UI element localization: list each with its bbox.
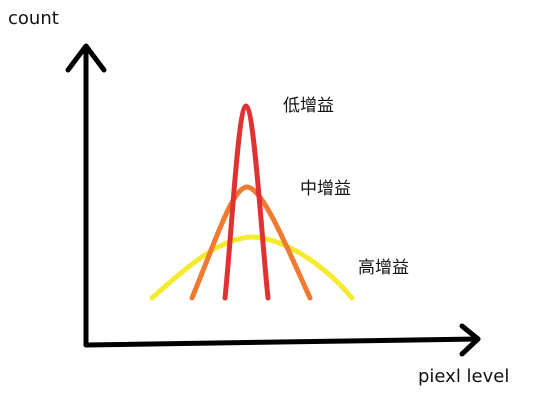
curves [149, 103, 355, 301]
x-axis-line [83, 336, 481, 348]
mid-gain-curve [189, 184, 313, 301]
low-gain-label: 低增益 [283, 96, 334, 116]
low-gain-curve [222, 103, 271, 301]
x-axis-label: piexl level [418, 366, 509, 387]
high-gain-curve [149, 234, 355, 301]
x-axis-arrowhead [459, 323, 481, 357]
mid-gain-label: 中增益 [300, 179, 351, 199]
y-axis-label: count [8, 8, 59, 29]
y-axis-arrowhead [65, 43, 107, 73]
axes [65, 43, 481, 357]
high-gain-label: 高增益 [358, 258, 409, 278]
